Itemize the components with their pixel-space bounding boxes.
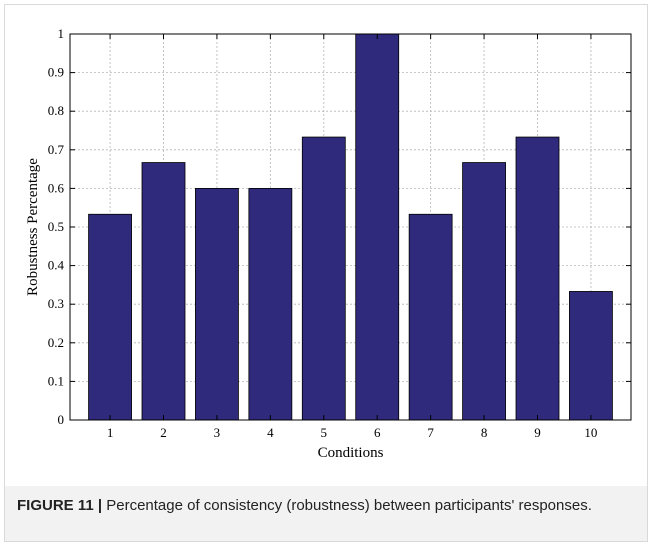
x-tick-label: 2 <box>160 425 167 440</box>
x-tick-label: 3 <box>214 425 221 440</box>
caption-text: Percentage of consistency (robustness) b… <box>106 497 592 514</box>
y-tick-label: 0 <box>58 412 65 427</box>
bars <box>88 33 613 421</box>
bar-5 <box>301 136 346 421</box>
x-tick-label: 1 <box>107 425 114 440</box>
y-tick-label: 0.7 <box>48 142 65 157</box>
figure-label: FIGURE 11 | <box>17 497 103 514</box>
bar-4 <box>248 187 293 421</box>
bar-10 <box>569 291 613 421</box>
y-tick-label: 0.2 <box>48 335 64 350</box>
bar-7 <box>408 213 453 421</box>
x-axis-label: Conditions <box>318 445 384 461</box>
x-tick-label: 10 <box>584 425 597 440</box>
y-tick-label: 0.9 <box>48 65 64 80</box>
bar-8 <box>462 162 506 421</box>
y-tick-label: 0.6 <box>48 180 65 195</box>
figure-caption: FIGURE 11 | Percentage of consistency (r… <box>17 495 637 517</box>
x-tick-label: 7 <box>427 425 434 440</box>
bar-9 <box>515 136 560 421</box>
y-tick-label: 1 <box>58 26 65 41</box>
y-tick-label: 0.5 <box>48 219 64 234</box>
y-tick-label: 0.3 <box>48 296 64 311</box>
bar-2 <box>141 162 186 421</box>
bar-6 <box>355 33 400 421</box>
bar-3 <box>195 187 239 421</box>
x-tick-label: 4 <box>267 425 274 440</box>
x-tick-label: 8 <box>481 425 488 440</box>
y-tick-label: 0.4 <box>48 258 65 273</box>
y-tick-label: 0.8 <box>48 103 64 118</box>
bar-1 <box>88 213 132 421</box>
x-tick-label: 9 <box>534 425 541 440</box>
y-tick-label: 0.1 <box>48 373 64 388</box>
x-tick-label: 6 <box>374 425 381 440</box>
y-axis-ticks: 0 0.1 0.2 0.3 0.4 0.5 0.6 0.7 0.8 0.9 1 <box>48 26 631 427</box>
caption-band <box>5 486 647 541</box>
y-axis-label: Robustness Percentage <box>25 158 41 296</box>
x-tick-label: 5 <box>321 425 328 440</box>
x-axis-ticks: 1 2 3 4 5 6 7 8 9 10 <box>107 34 597 440</box>
